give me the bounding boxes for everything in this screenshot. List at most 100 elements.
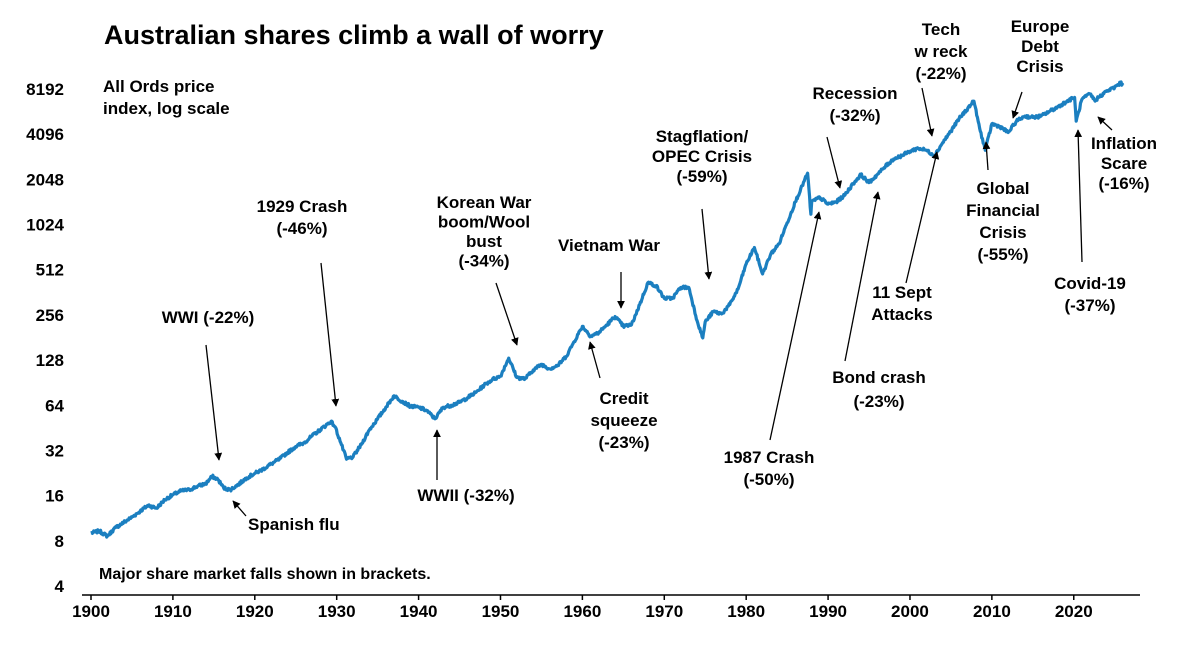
annotation-arrow (1074, 129, 1083, 263)
annotation-arrow (826, 136, 843, 189)
annotation-line: Covid-19 (1054, 274, 1126, 293)
y-tick-label: 1024 (26, 216, 64, 235)
x-tick-label: 2010 (973, 602, 1011, 621)
annotation-line: WWI (-22%) (162, 308, 255, 327)
x-axis-ticks: 1900 1910 1920 1930 1940 1950 1960 1970 1980 1990… (72, 595, 1093, 621)
y-tick-label: 128 (36, 351, 64, 370)
annotation-label: 1987 Crash (-50%) (724, 448, 815, 489)
x-tick-label: 1940 (400, 602, 438, 621)
annotation-arrow (495, 282, 519, 346)
y-tick-label: 32 (45, 441, 64, 460)
series-line (90, 80, 1125, 539)
annotation-line: (-55%) (977, 245, 1028, 264)
annotation-line: 1987 Crash (724, 448, 815, 467)
annotation-line: (-50%) (743, 470, 794, 489)
annotation-line: WWII (-32%) (417, 486, 514, 505)
annotation-arrow (905, 151, 940, 284)
annotation-line: bust (466, 232, 502, 251)
y-tick-label: 16 (45, 487, 64, 506)
x-tick-label: 1900 (72, 602, 110, 621)
annotation-line: Financial (966, 201, 1040, 220)
annotation-line: Credit (599, 389, 648, 408)
annotation-line: boom/Wool (438, 213, 530, 232)
annotation-line: Europe (1011, 17, 1070, 36)
chart-subtitle-line-1: All Ords price (103, 77, 214, 96)
x-tick-label: 2000 (891, 602, 929, 621)
annotation-line: Bond crash (832, 368, 926, 387)
annotation-line: (-46%) (276, 219, 327, 238)
annotation-label: WWI (-22%) (162, 308, 255, 327)
annotation-label: Inflation Scare (-16%) (1091, 134, 1157, 193)
annotation-arrow (232, 500, 247, 517)
annotation-label: Bond crash (-23%) (832, 368, 926, 411)
annotation-line: Inflation (1091, 134, 1157, 153)
annotation-line: 1929 Crash (257, 197, 348, 216)
annotation-label: WWII (-32%) (417, 486, 514, 505)
y-tick-label: 512 (36, 261, 64, 280)
x-tick-label: 1910 (154, 602, 192, 621)
annotation-label: 1929 Crash (-46%) (257, 197, 348, 238)
annotation-label: Korean War boom/Wool bust (-34%) (437, 193, 532, 271)
x-tick-label: 2020 (1055, 602, 1093, 621)
annotation-line: Recession (812, 84, 897, 103)
x-tick-label: 1960 (563, 602, 601, 621)
annotation-line: squeeze (590, 411, 657, 430)
annotation-label: Covid-19 (-37%) (1054, 274, 1126, 315)
annotation-label: 11 Sept Attacks (871, 283, 932, 324)
annotation-arrow (921, 87, 935, 137)
series-layer (90, 80, 1125, 539)
annotation-line: (-16%) (1098, 174, 1149, 193)
annotation-label: Europe Debt Crisis (1011, 17, 1070, 76)
annotation-label: Spanish flu (248, 515, 340, 534)
annotation-line: Attacks (871, 305, 932, 324)
annotation-label: Global Financial Crisis (-55%) (966, 179, 1040, 264)
annotation-line: (-23%) (598, 433, 649, 452)
annotation-arrow (844, 191, 881, 362)
y-axis-ticks: 4 8 16 32 64 128 256 512 1024 2048 4096 8192 (26, 80, 64, 596)
annotation-arrow (701, 208, 713, 280)
y-tick-label: 2048 (26, 170, 64, 189)
annotation-line: 11 Sept (872, 283, 932, 302)
x-tick-label: 1930 (318, 602, 356, 621)
annotation-arrow (1011, 91, 1023, 119)
annotation-arrows (205, 87, 1113, 517)
annotation-arrow (982, 141, 991, 171)
annotation-label: Vietnam War (558, 236, 660, 255)
annotation-line: Vietnam War (558, 236, 660, 255)
annotation-line: (-34%) (458, 252, 509, 271)
y-tick-label: 256 (36, 306, 64, 325)
annotation-line: (-37%) (1064, 296, 1115, 315)
annotation-label: Stagflation/OPEC Crisis (-59%) (652, 127, 752, 186)
annotation-line: (-59%) (676, 167, 727, 186)
annotation-line: Crisis (1016, 57, 1063, 76)
annotation-line: Global (977, 179, 1030, 198)
y-tick-label: 4 (55, 577, 65, 596)
annotation-line: Korean War (437, 193, 532, 212)
annotation-arrow (320, 262, 340, 407)
x-tick-label: 1980 (727, 602, 765, 621)
annotation-line: Tech (922, 20, 960, 39)
annotation-arrow (769, 211, 822, 441)
x-tick-label: 1950 (482, 602, 520, 621)
annotation-line: (-23%) (853, 392, 904, 411)
annotation-labels: WWI (-22%) Spanish flu 1929 Crash (-46%) WWI… (162, 17, 1157, 534)
annotation-line: OPEC Crisis (652, 147, 752, 166)
annotation-line: Spanish flu (248, 515, 340, 534)
annotation-line: (-32%) (829, 106, 880, 125)
annotation-arrow (205, 344, 223, 461)
annotation-label: Recession (-32%) (812, 84, 897, 125)
y-tick-label: 4096 (26, 125, 64, 144)
annotation-label: Tech w reck (-22%) (914, 20, 968, 83)
y-tick-label: 8 (55, 532, 64, 551)
annotation-line: Crisis (979, 223, 1026, 242)
chart-subtitle-line-2: index, log scale (103, 99, 230, 118)
annotation-line: Stagflation/ (656, 127, 749, 146)
y-tick-label: 64 (45, 396, 64, 415)
chart-title: Australian shares climb a wall of worry (104, 20, 604, 50)
annotation-label: Credit squeeze (-23%) (590, 389, 657, 452)
x-tick-label: 1920 (236, 602, 274, 621)
x-tick-label: 1990 (809, 602, 847, 621)
annotation-line: w reck (914, 42, 968, 61)
annotation-line: (-22%) (915, 64, 966, 83)
